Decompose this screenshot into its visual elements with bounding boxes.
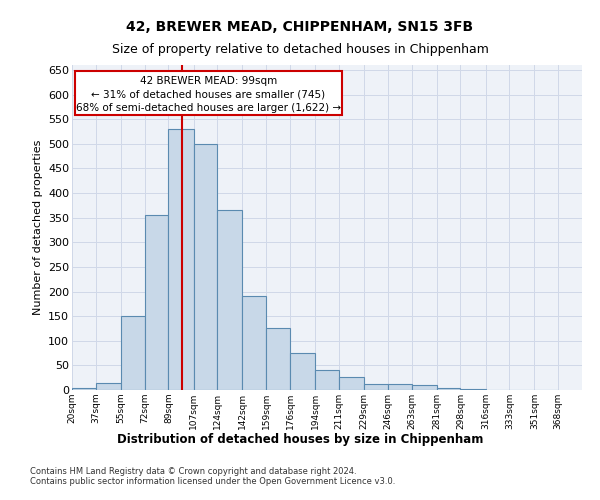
Y-axis label: Number of detached properties: Number of detached properties	[32, 140, 43, 315]
Bar	[315, 370, 339, 390]
Bar	[290, 353, 315, 390]
Bar	[437, 388, 460, 390]
Bar	[72, 388, 96, 390]
Bar	[169, 129, 194, 390]
Text: Size of property relative to detached houses in Chippenham: Size of property relative to detached ho…	[112, 42, 488, 56]
Text: Distribution of detached houses by size in Chippenham: Distribution of detached houses by size …	[117, 432, 483, 446]
Bar	[121, 316, 145, 390]
FancyBboxPatch shape	[75, 71, 341, 115]
Bar	[145, 215, 169, 390]
Bar	[217, 210, 242, 390]
Bar	[339, 376, 364, 390]
Bar	[266, 328, 290, 390]
Text: Contains public sector information licensed under the Open Government Licence v3: Contains public sector information licen…	[30, 478, 395, 486]
Bar	[242, 296, 266, 390]
Text: 42 BREWER MEAD: 99sqm: 42 BREWER MEAD: 99sqm	[140, 76, 277, 86]
Text: 42, BREWER MEAD, CHIPPENHAM, SN15 3FB: 42, BREWER MEAD, CHIPPENHAM, SN15 3FB	[127, 20, 473, 34]
Bar	[96, 382, 121, 390]
Bar	[460, 388, 485, 390]
Bar	[194, 144, 217, 390]
Bar	[364, 384, 388, 390]
Text: Contains HM Land Registry data © Crown copyright and database right 2024.: Contains HM Land Registry data © Crown c…	[30, 468, 356, 476]
Text: ← 31% of detached houses are smaller (745): ← 31% of detached houses are smaller (74…	[91, 90, 325, 100]
Bar	[412, 385, 437, 390]
Bar	[388, 384, 412, 390]
Text: 68% of semi-detached houses are larger (1,622) →: 68% of semi-detached houses are larger (…	[76, 104, 341, 114]
